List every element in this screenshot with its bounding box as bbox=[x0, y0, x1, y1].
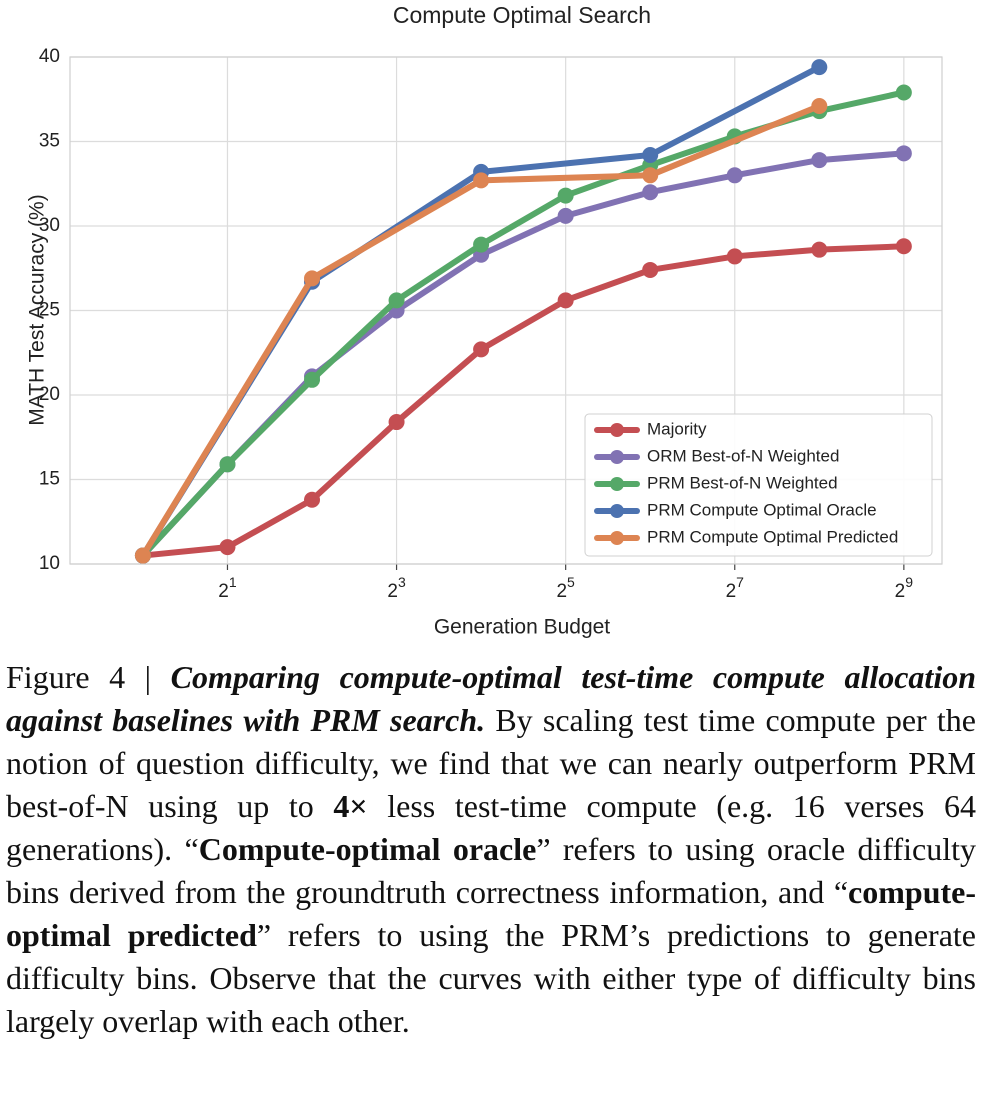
legend-marker bbox=[610, 450, 624, 464]
x-tick-label: 21 bbox=[218, 574, 237, 602]
data-point bbox=[219, 456, 236, 473]
plot-frame bbox=[69, 56, 943, 565]
caption-segment: 4× bbox=[333, 788, 368, 824]
legend-marker bbox=[610, 423, 624, 437]
data-point bbox=[134, 547, 151, 564]
legend-label: PRM Compute Optimal Predicted bbox=[647, 527, 898, 546]
x-tick-exponent: 1 bbox=[229, 574, 237, 590]
data-point bbox=[811, 98, 828, 115]
x-tick-label: 25 bbox=[556, 574, 575, 602]
y-tick-label: 10 bbox=[39, 553, 60, 574]
legend-marker bbox=[610, 531, 624, 545]
x-tick-label: 29 bbox=[895, 574, 914, 602]
data-point bbox=[811, 152, 828, 169]
x-tick-exponent: 9 bbox=[905, 574, 913, 590]
data-point bbox=[388, 292, 405, 309]
data-point bbox=[473, 172, 490, 189]
x-tick-base: 2 bbox=[556, 581, 567, 602]
x-tick-exponent: 3 bbox=[398, 574, 406, 590]
data-point bbox=[895, 84, 912, 101]
data-point bbox=[219, 539, 236, 556]
data-point bbox=[388, 414, 405, 431]
data-point bbox=[726, 167, 743, 184]
y-tick-label: 25 bbox=[39, 300, 60, 321]
legend-marker bbox=[610, 504, 624, 518]
x-tick-exponent: 5 bbox=[567, 574, 575, 590]
series-line bbox=[142, 243, 904, 559]
data-point bbox=[304, 371, 321, 388]
y-tick-label: 20 bbox=[39, 384, 60, 405]
x-tick-base: 2 bbox=[895, 581, 906, 602]
legend-label: Majority bbox=[647, 419, 707, 438]
data-point bbox=[642, 147, 659, 164]
data-point bbox=[895, 145, 912, 162]
data-point bbox=[304, 270, 321, 287]
data-point bbox=[642, 184, 659, 201]
x-axis-label: Generation Budget bbox=[434, 616, 610, 639]
data-point bbox=[557, 187, 574, 204]
caption-segment: compute-optimal predicted bbox=[6, 874, 976, 953]
caption-segment: ” refers to using the PRM’s predictions … bbox=[6, 917, 977, 1039]
y-axis-label: MATH Test Accuracy (%) bbox=[26, 194, 49, 425]
data-point bbox=[557, 292, 574, 309]
figure-caption: Figure 4 | Comparing compute-optimal tes… bbox=[6, 656, 976, 1043]
legend-label: PRM Compute Optimal Oracle bbox=[647, 500, 877, 519]
y-tick-label: 15 bbox=[39, 469, 60, 490]
data-point bbox=[895, 238, 912, 255]
data-point bbox=[473, 341, 490, 358]
chart-title: Compute Optimal Search bbox=[393, 2, 651, 28]
data-point bbox=[557, 207, 574, 224]
data-point bbox=[642, 167, 659, 184]
caption-segment: less test-time compute (e.g. 16 verses 6… bbox=[6, 788, 977, 867]
data-point bbox=[811, 59, 828, 76]
x-tick-base: 2 bbox=[218, 581, 229, 602]
y-tick-label: 35 bbox=[39, 131, 60, 152]
data-point bbox=[726, 248, 743, 265]
legend-marker bbox=[610, 477, 624, 491]
x-tick-label: 23 bbox=[387, 574, 406, 602]
caption-segment: Comparing compute-optimal test-time comp… bbox=[6, 659, 977, 738]
x-tick-base: 2 bbox=[387, 581, 398, 602]
data-point bbox=[473, 236, 490, 253]
caption-segment: By scaling test time compute per the not… bbox=[6, 702, 977, 824]
chart: Compute Optimal Search Generation Budget… bbox=[26, 2, 943, 639]
caption-segment: ” refers to using oracle difficulty bins… bbox=[6, 831, 977, 910]
legend-label: ORM Best-of-N Weighted bbox=[647, 446, 839, 465]
caption-segment: Compute-optimal oracle bbox=[198, 831, 537, 867]
legend-label: PRM Best-of-N Weighted bbox=[647, 473, 838, 492]
x-tick-base: 2 bbox=[726, 581, 737, 602]
x-tick-label: 27 bbox=[726, 574, 745, 602]
data-point bbox=[642, 261, 659, 278]
x-tick-exponent: 7 bbox=[736, 574, 744, 590]
data-point bbox=[811, 241, 828, 258]
y-tick-label: 40 bbox=[39, 46, 60, 67]
y-tick-label: 30 bbox=[39, 215, 60, 236]
caption-segment: Figure 4 | bbox=[6, 659, 171, 695]
data-point bbox=[304, 491, 321, 508]
legend-box bbox=[584, 413, 933, 557]
